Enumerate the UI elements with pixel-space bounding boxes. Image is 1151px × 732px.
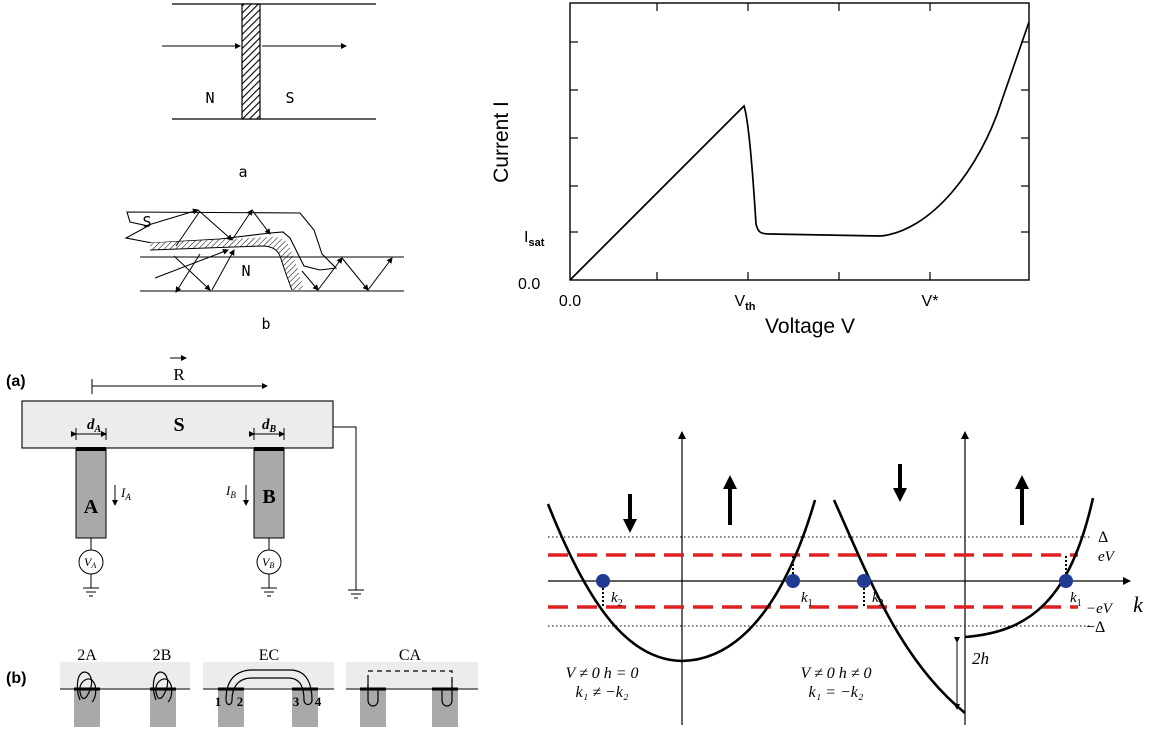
panel-label-a: (a) <box>6 373 26 390</box>
k1-dot-right <box>1059 574 1073 588</box>
ev-label: eV <box>1098 549 1116 565</box>
y-tick-isat: Isat <box>524 229 545 249</box>
caption-a: a <box>238 163 247 181</box>
y-axis-label: Current I <box>490 101 513 183</box>
minus-ev-label: −eV <box>1086 601 1114 617</box>
label-s: S <box>285 89 294 107</box>
left-condition-1: V ≠ 0 h = 0 <box>565 665 638 682</box>
r-vector-label: R <box>173 365 185 384</box>
label-n: N <box>241 262 250 280</box>
s-label: S <box>173 414 184 436</box>
two-h-label: 2h <box>972 649 989 668</box>
ec-index-1: 1 <box>215 694 222 709</box>
x-tick-zero: 0.0 <box>559 293 581 310</box>
panel-a-junction: N S a <box>162 3 376 181</box>
ground-a <box>83 587 99 597</box>
lead-a <box>75 447 107 539</box>
process-ca: CA <box>346 647 478 727</box>
plot-ticks <box>570 3 1029 280</box>
ground-b <box>261 587 277 597</box>
k-axis-label: k <box>1133 592 1144 617</box>
k2-label-left: k2 <box>611 590 623 609</box>
device-schematic: (a) R S dA dB A B IA IB VA VB <box>6 355 364 599</box>
label-2a: 2A <box>77 647 97 664</box>
left-parabola <box>546 499 817 663</box>
ec-index-3: 3 <box>293 694 300 709</box>
x-tick-vth: Vth <box>734 293 755 313</box>
k1-dot-left <box>786 574 800 588</box>
panel-label-b: (b) <box>6 670 26 687</box>
label-ca: CA <box>399 647 422 664</box>
superconductor-bar <box>21 400 334 449</box>
barrier-layer <box>241 3 261 120</box>
ec-index-4: 4 <box>315 694 322 709</box>
label-s: S <box>142 213 151 231</box>
interface-line <box>149 245 293 291</box>
right-condition-1: V ≠ 0 h ≠ 0 <box>800 665 871 682</box>
iv-curve <box>569 21 1030 281</box>
y-tick-zero: 0.0 <box>518 276 540 293</box>
k2-dot-left <box>596 574 610 588</box>
iv-curve-chart: Current I Voltage V 0.0 Isat 0.0 Vth V* <box>490 2 1030 338</box>
va-label: VA <box>84 555 96 570</box>
label-n: N <box>205 89 214 107</box>
left-condition-2: k₁ ≠ −k₂ <box>576 684 629 701</box>
ground-wire-s <box>333 426 357 590</box>
interface-layer <box>150 236 304 290</box>
k1-label-right: k1 <box>1070 590 1082 609</box>
right-down-branch <box>832 499 966 715</box>
k2-label-right: k2 <box>872 590 884 609</box>
process-2a-2b: 2A 2B <box>60 647 190 727</box>
reflection-paths <box>144 208 393 293</box>
panel-b-reflections: S N b <box>124 208 404 333</box>
band-diagram: k2 k1 k2 k1 k Δ eV −eV −Δ 2h V ≠ 0 h = 0… <box>546 431 1144 725</box>
right-up-branch <box>964 497 1095 639</box>
delta-label: Δ <box>1098 529 1108 546</box>
lead-a-label: A <box>84 496 99 518</box>
k2-dot-right <box>857 574 871 588</box>
minus-delta-label: −Δ <box>1086 619 1105 636</box>
lead-b-label: B <box>262 486 275 508</box>
label-ec: EC <box>259 647 279 664</box>
ground-s <box>348 589 364 599</box>
plot-frame <box>569 2 1030 281</box>
caption-b: b <box>261 315 270 333</box>
x-axis-label: Voltage V <box>765 315 855 338</box>
superconductor-region <box>124 211 338 271</box>
right-condition-2: k₁ = −k₂ <box>809 684 864 701</box>
ia-label: IA <box>120 485 131 502</box>
da-label: dA <box>87 417 102 435</box>
processes-panel: (b) 2A 2B <box>6 647 478 727</box>
ib-label: IB <box>225 483 236 500</box>
vb-label: VB <box>262 555 274 570</box>
process-ec: EC 1 2 3 4 <box>203 647 334 727</box>
db-label: dB <box>262 417 277 435</box>
x-tick-vstar: V* <box>922 293 939 310</box>
k1-label-left: k1 <box>801 590 813 609</box>
ec-index-2: 2 <box>237 694 244 709</box>
label-2b: 2B <box>153 647 172 664</box>
